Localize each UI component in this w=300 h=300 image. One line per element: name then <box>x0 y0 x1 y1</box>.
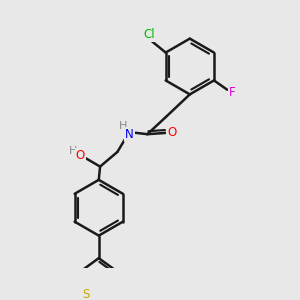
Text: H: H <box>69 146 77 156</box>
Text: O: O <box>76 149 85 162</box>
Text: N: N <box>125 128 134 141</box>
Text: H: H <box>119 121 128 131</box>
Text: S: S <box>82 288 90 300</box>
Text: Cl: Cl <box>143 28 155 41</box>
Text: F: F <box>229 86 235 99</box>
Text: O: O <box>167 126 176 139</box>
